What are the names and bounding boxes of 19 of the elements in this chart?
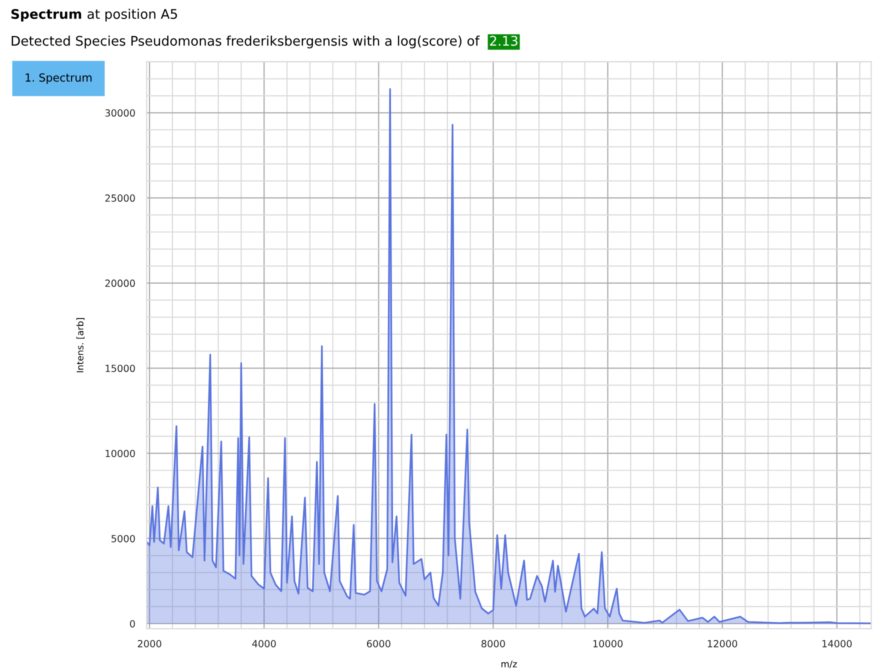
y-tick-label: 15000: [106, 364, 135, 372]
y-tick-label: 20000: [105, 280, 135, 287]
x-tick-label: 2000: [138, 640, 162, 648]
y-tick-label: 25000: [105, 194, 135, 202]
x-tick-label: 14000: [822, 640, 852, 648]
x-axis-title: m/z: [501, 660, 517, 668]
x-tick-label: 10000: [593, 640, 623, 648]
y-tick-label: 0: [130, 620, 135, 628]
y-tick-label: 30000: [105, 109, 135, 117]
y-axis-title: Intens. [arb]: [76, 318, 84, 372]
y-tick-label: 5000: [112, 534, 135, 542]
x-tick-label: 8000: [481, 640, 505, 648]
x-tick-label: 4000: [252, 640, 276, 648]
chart-title: Spectrum at position A5: [11, 8, 177, 22]
y-tick-label: 10000: [106, 450, 135, 458]
x-tick-label: 6000: [366, 640, 390, 648]
x-tick-label: 12000: [708, 640, 738, 648]
chart-subtitle: Detected Species Pseudomonas frederiksbergensis with a log(score) of 2.13: [12, 36, 518, 48]
text: 1. Spectrum: [26, 73, 92, 84]
